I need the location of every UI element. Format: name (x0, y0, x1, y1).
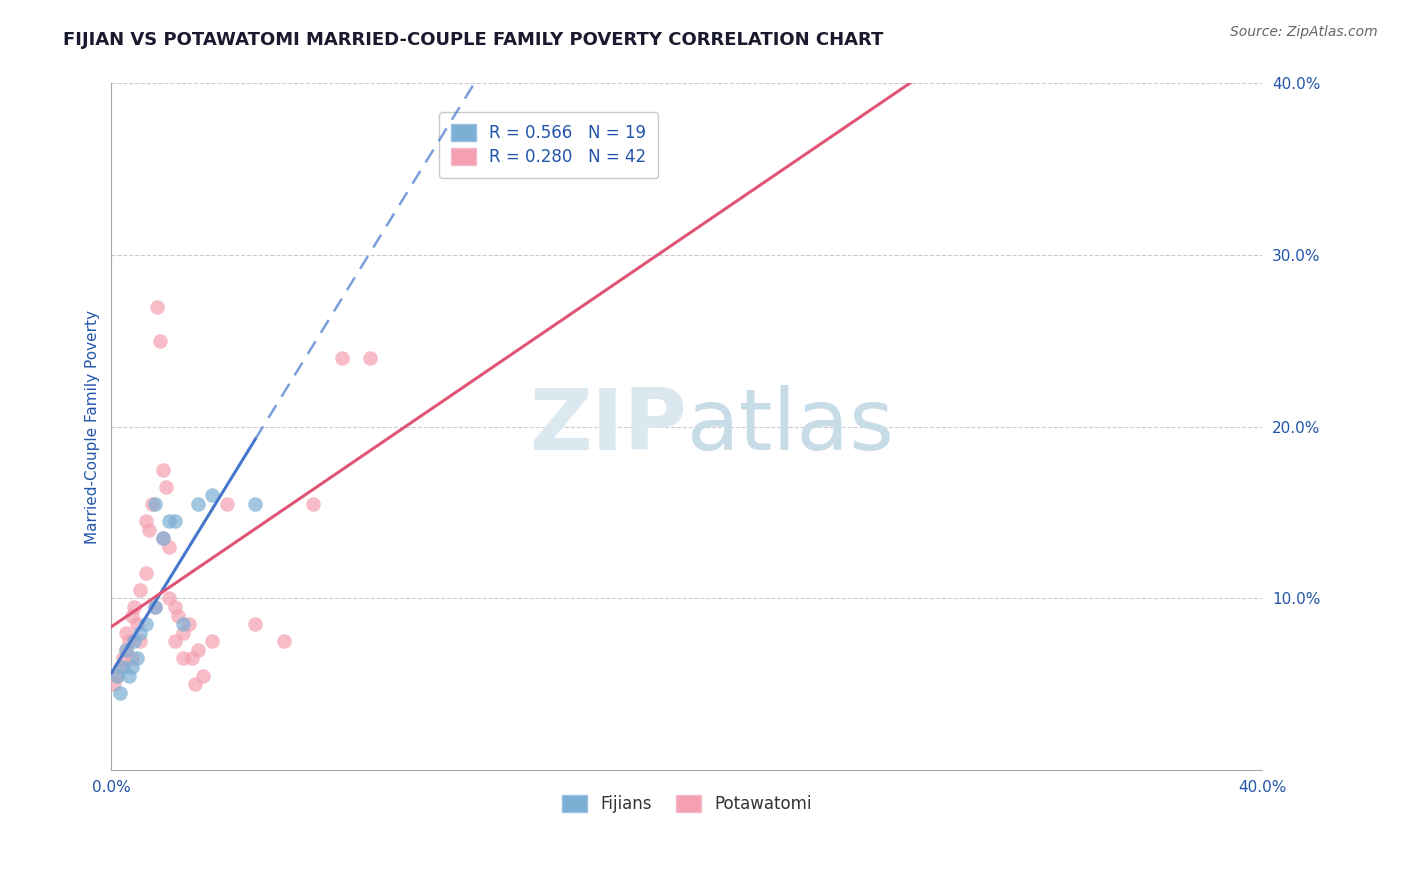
Point (121, 608, 143, 623)
Point (187, 497, 209, 511)
Point (157, 540, 180, 554)
Point (152, 462, 174, 476)
Point (179, 617, 201, 632)
Point (129, 625, 152, 640)
Point (163, 514, 186, 528)
Point (143, 599, 166, 614)
Text: FIJIAN VS POTAWATOMI MARRIED-COUPLE FAMILY POVERTY CORRELATION CHART: FIJIAN VS POTAWATOMI MARRIED-COUPLE FAMI… (63, 31, 883, 49)
Point (201, 488, 224, 502)
Point (129, 582, 152, 597)
Point (172, 625, 194, 640)
Point (118, 668, 141, 682)
Point (157, 591, 180, 606)
Point (143, 497, 166, 511)
Point (166, 608, 188, 623)
Point (152, 531, 174, 545)
Point (302, 497, 325, 511)
Point (193, 668, 215, 682)
Point (105, 668, 128, 682)
Point (127, 651, 149, 665)
Point (105, 668, 128, 682)
Point (201, 634, 224, 648)
Point (155, 480, 177, 494)
Text: atlas: atlas (688, 385, 896, 468)
Point (118, 634, 141, 648)
Point (124, 634, 146, 648)
Point (146, 300, 169, 314)
Point (245, 497, 267, 511)
Text: Source: ZipAtlas.com: Source: ZipAtlas.com (1230, 25, 1378, 39)
Point (273, 634, 295, 648)
Y-axis label: Married-Couple Family Poverty: Married-Couple Family Poverty (86, 310, 100, 544)
Point (172, 617, 194, 632)
Point (172, 651, 194, 665)
Point (184, 677, 207, 691)
Point (135, 617, 157, 632)
Point (138, 523, 160, 537)
Point (135, 514, 157, 528)
Point (330, 351, 353, 365)
Point (121, 651, 143, 665)
Point (114, 643, 136, 657)
Text: ZIP: ZIP (529, 385, 688, 468)
Point (187, 643, 209, 657)
Point (111, 651, 134, 665)
Point (163, 634, 186, 648)
Point (114, 625, 136, 640)
Point (127, 617, 149, 632)
Point (245, 617, 267, 632)
Point (157, 514, 180, 528)
Point (215, 497, 238, 511)
Point (129, 634, 152, 648)
Point (108, 686, 131, 700)
Point (141, 497, 163, 511)
Point (114, 643, 136, 657)
Point (135, 566, 157, 580)
Point (121, 660, 143, 674)
Point (359, 351, 381, 365)
Point (124, 599, 146, 614)
Point (111, 660, 134, 674)
Point (103, 677, 125, 691)
Point (149, 334, 172, 348)
Point (143, 599, 166, 614)
Point (152, 531, 174, 545)
Point (181, 651, 204, 665)
Point (163, 599, 186, 614)
Point (108, 660, 131, 674)
Legend: Fijians, Potawatomi: Fijians, Potawatomi (551, 785, 823, 823)
